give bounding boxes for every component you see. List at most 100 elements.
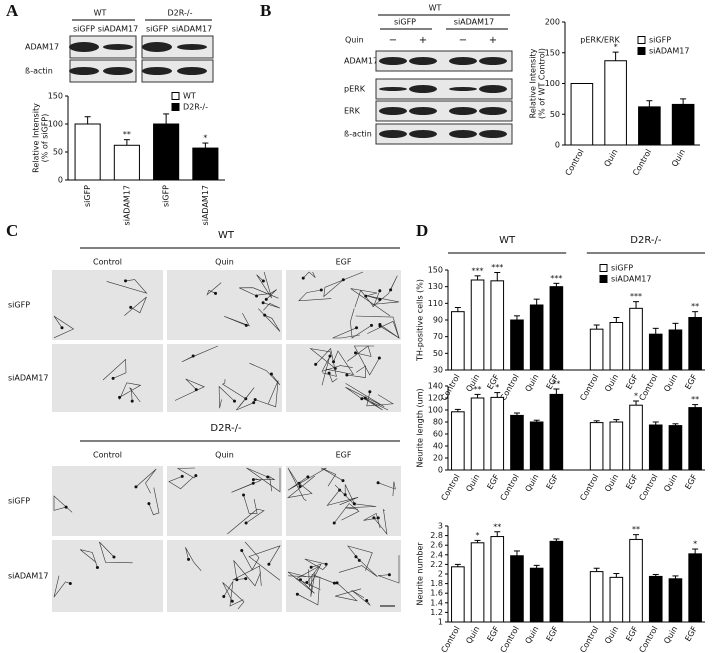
cell-body xyxy=(319,288,323,292)
cell-body xyxy=(357,558,361,562)
blot-band xyxy=(479,130,507,138)
cell-body xyxy=(95,565,99,569)
cell-body xyxy=(180,474,184,478)
neurite xyxy=(222,582,245,610)
x-tick-label: Quin xyxy=(670,148,687,169)
blot-band xyxy=(142,42,172,52)
significance-label: ** xyxy=(123,130,131,139)
cell-body xyxy=(301,276,305,280)
cell-body xyxy=(147,502,151,506)
neurite xyxy=(249,362,281,386)
cell-body xyxy=(306,475,310,479)
y-tick-label: 100 xyxy=(48,120,63,129)
neurite xyxy=(233,559,261,587)
cell-body xyxy=(332,360,336,364)
x-tick-label: Control xyxy=(499,625,521,653)
neurite xyxy=(332,327,360,339)
cell-body xyxy=(324,562,328,566)
x-tick-label: Quin xyxy=(603,373,620,394)
cell-body xyxy=(368,390,372,394)
neurite xyxy=(53,495,73,513)
neurite xyxy=(287,467,307,501)
x-tick-label: Quin xyxy=(603,473,620,494)
significance-label: *** xyxy=(472,266,484,275)
neurite xyxy=(174,378,205,401)
neurite xyxy=(257,289,277,300)
y-tick-label: 70 xyxy=(433,332,443,341)
cell-body xyxy=(240,549,244,553)
neurite xyxy=(377,481,396,497)
x-tick-label: Quin xyxy=(603,625,620,646)
neurite xyxy=(346,345,372,362)
cell-body xyxy=(214,291,218,295)
neurite xyxy=(308,563,322,588)
column-label: EGF xyxy=(336,451,352,460)
blot-band xyxy=(409,107,437,115)
y-tick-label: 30 xyxy=(433,366,443,375)
cell-body xyxy=(255,294,259,298)
micrograph xyxy=(52,344,163,412)
neurite xyxy=(345,383,385,407)
significance-label: * xyxy=(495,383,499,392)
legend-swatch xyxy=(637,47,646,55)
significance-label: ** xyxy=(632,525,640,534)
neurite xyxy=(338,556,378,577)
blot-band xyxy=(379,87,407,91)
bar xyxy=(648,424,663,471)
x-tick-label: Control xyxy=(637,373,659,403)
bar xyxy=(570,83,594,146)
significance-label: *** xyxy=(550,274,562,283)
genotype-label: D2R-/- xyxy=(168,9,193,18)
blot-row-label: pERK xyxy=(344,85,366,94)
x-tick-label: EGF xyxy=(624,624,640,643)
panel-letter: D xyxy=(416,221,428,240)
x-tick-label: Quin xyxy=(464,625,481,646)
blot-band xyxy=(449,130,477,138)
x-tick-label: siADAM17 xyxy=(201,185,210,225)
column-label: Quin xyxy=(215,451,234,460)
x-tick-label: EGF xyxy=(683,472,699,491)
y-tick-label: 2.6 xyxy=(430,541,443,550)
cell-body xyxy=(354,351,358,355)
legend-label: siADAM17 xyxy=(611,275,651,284)
bar xyxy=(671,103,695,146)
bar xyxy=(529,567,544,623)
micrograph xyxy=(52,270,163,340)
neurite xyxy=(258,308,281,332)
bar xyxy=(490,536,505,623)
micrograph xyxy=(167,344,282,412)
cell-body xyxy=(264,297,268,301)
legend-swatch xyxy=(599,264,608,272)
cell-body xyxy=(64,505,68,509)
cell-body xyxy=(314,362,318,366)
blot-band xyxy=(449,57,477,65)
blot-band xyxy=(103,67,133,75)
group-label: siGFP xyxy=(394,18,416,27)
micrograph xyxy=(52,466,163,536)
cell-body xyxy=(242,493,246,497)
blot-band xyxy=(177,67,207,75)
cell-body xyxy=(341,278,345,282)
column-label: Control xyxy=(93,258,122,267)
bar xyxy=(451,566,465,623)
y-tick-label: 1.8 xyxy=(430,579,443,588)
cell-body xyxy=(134,485,138,489)
cell-body xyxy=(298,485,302,489)
neurite xyxy=(298,289,332,302)
micrograph xyxy=(286,344,401,412)
neurite xyxy=(53,315,75,339)
bar xyxy=(609,421,624,471)
significance-label: ** xyxy=(493,522,501,531)
cell-body xyxy=(341,479,345,483)
blot-row-label: ß-actin xyxy=(25,67,53,76)
blot xyxy=(375,78,513,100)
bar xyxy=(668,329,683,371)
significance-label: ** xyxy=(474,385,482,394)
cell-body xyxy=(244,521,248,525)
neurite xyxy=(246,467,281,493)
y-tick-label: 0 xyxy=(555,141,560,150)
x-tick-label: Control xyxy=(637,473,659,503)
cell-body xyxy=(129,305,133,309)
x-tick-label: EGF xyxy=(545,472,561,491)
neurite xyxy=(304,558,327,570)
